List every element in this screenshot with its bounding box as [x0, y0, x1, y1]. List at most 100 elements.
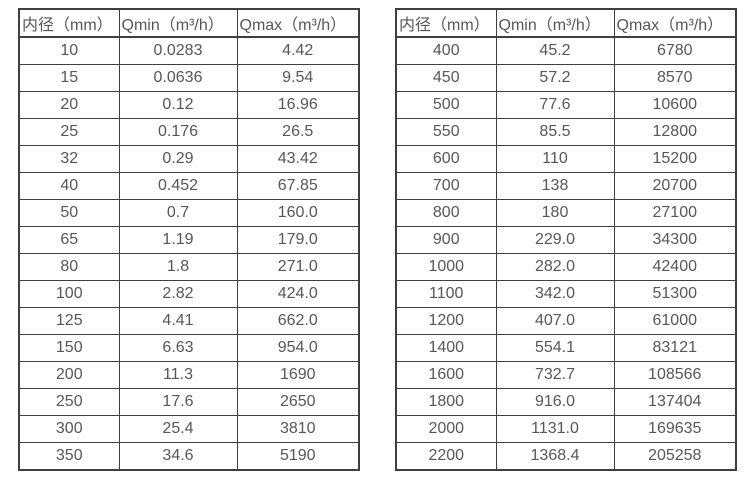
table-cell: 1131.0	[495, 415, 615, 443]
table-cell: 5190	[236, 442, 360, 471]
table-cell: 34.6	[118, 442, 238, 471]
table-cell: 1100	[395, 280, 497, 308]
table-row: 10 0.0283 4.42	[18, 36, 360, 65]
table-row: 125 4.41 662.0	[18, 307, 360, 335]
table-cell: 0.176	[118, 118, 238, 146]
table-cell: 4.41	[118, 307, 238, 335]
table-row: 1800 916.0 137404	[395, 388, 737, 416]
table-body: 10 0.0283 4.42 15 0.0636 9.54 20 0.12 16.96 25 0.1…	[18, 36, 360, 471]
table-cell: 1000	[395, 253, 497, 281]
table-cell: 67.85	[236, 172, 360, 200]
table-cell: 11.3	[118, 361, 238, 389]
column-header: Qmin（m³/h）	[495, 8, 615, 38]
table-cell: 900	[395, 226, 497, 254]
table-cell: 80	[18, 253, 120, 281]
table-row: 250 17.6 2650	[18, 388, 360, 416]
table-row: 900 229.0 34300	[395, 226, 737, 254]
table-cell: 954.0	[236, 334, 360, 362]
table-row: 40 0.452 67.85	[18, 172, 360, 200]
table-body: 400 45.2 6780 450 57.2 8570 500 77.6 10600 550 85.…	[395, 36, 737, 471]
table-row: 2200 1368.4 205258	[395, 442, 737, 471]
table-row: 400 45.2 6780	[395, 36, 737, 65]
table-cell: 77.6	[495, 91, 615, 119]
table-cell: 2650	[236, 388, 360, 416]
table-cell: 282.0	[495, 253, 615, 281]
table-cell: 34300	[613, 226, 737, 254]
table-row: 100 2.82 424.0	[18, 280, 360, 308]
table-cell: 50	[18, 199, 120, 227]
table-cell: 700	[395, 172, 497, 200]
column-header: Qmax（m³/h）	[613, 8, 737, 38]
table-cell: 3810	[236, 415, 360, 443]
table-row: 2000 1131.0 169635	[395, 415, 737, 443]
table-row: 800 180 27100	[395, 199, 737, 227]
table-cell: 51300	[613, 280, 737, 308]
table-cell: 554.1	[495, 334, 615, 362]
table-cell: 0.7	[118, 199, 238, 227]
table-cell: 1400	[395, 334, 497, 362]
table-cell: 100	[18, 280, 120, 308]
table-cell: 662.0	[236, 307, 360, 335]
header-row: 内径（mm） Qmin（m³/h） Qmax（m³/h）	[18, 8, 360, 38]
table-cell: 200	[18, 361, 120, 389]
table-cell: 600	[395, 145, 497, 173]
table-cell: 27100	[613, 199, 737, 227]
table-cell: 550	[395, 118, 497, 146]
table-cell: 57.2	[495, 64, 615, 92]
column-header: Qmin（m³/h）	[118, 8, 238, 38]
table-cell: 732.7	[495, 361, 615, 389]
table-cell: 2.82	[118, 280, 238, 308]
table-cell: 26.5	[236, 118, 360, 146]
table-cell: 0.452	[118, 172, 238, 200]
table-cell: 0.12	[118, 91, 238, 119]
table-cell: 85.5	[495, 118, 615, 146]
table-cell: 342.0	[495, 280, 615, 308]
table-cell: 1690	[236, 361, 360, 389]
table-cell: 43.42	[236, 145, 360, 173]
table-cell: 424.0	[236, 280, 360, 308]
table-row: 200 11.3 1690	[18, 361, 360, 389]
flow-table-small-diameters: 内径（mm） Qmin（m³/h） Qmax（m³/h） 10 0.0283 4.42 1…	[18, 8, 360, 471]
table-cell: 15	[18, 64, 120, 92]
table-row: 450 57.2 8570	[395, 64, 737, 92]
table-cell: 17.6	[118, 388, 238, 416]
table-cell: 10600	[613, 91, 737, 119]
table-row: 32 0.29 43.42	[18, 145, 360, 173]
column-header: 内径（mm）	[395, 8, 497, 38]
table-row: 600 110 15200	[395, 145, 737, 173]
table-cell: 138	[495, 172, 615, 200]
table-cell: 32	[18, 145, 120, 173]
table-cell: 271.0	[236, 253, 360, 281]
table-cell: 10	[18, 36, 120, 65]
flow-table-large-diameters: 内径（mm） Qmin（m³/h） Qmax（m³/h） 400 45.2 6780 45…	[395, 8, 737, 471]
table-cell: 350	[18, 442, 120, 471]
table-cell: 25.4	[118, 415, 238, 443]
table-cell: 110	[495, 145, 615, 173]
table-cell: 0.0283	[118, 36, 238, 65]
table-cell: 2200	[395, 442, 497, 471]
table-row: 20 0.12 16.96	[18, 91, 360, 119]
table-row: 15 0.0636 9.54	[18, 64, 360, 92]
table-cell: 169635	[613, 415, 737, 443]
table-row: 65 1.19 179.0	[18, 226, 360, 254]
table-cell: 40	[18, 172, 120, 200]
table-cell: 16.96	[236, 91, 360, 119]
column-header: 内径（mm）	[18, 8, 120, 38]
flow-rate-tables: 内径（mm） Qmin（m³/h） Qmax（m³/h） 10 0.0283 4.42 1…	[18, 8, 737, 471]
table-cell: 12800	[613, 118, 737, 146]
column-header: Qmax（m³/h）	[236, 8, 360, 38]
table-cell: 2000	[395, 415, 497, 443]
table-cell: 180	[495, 199, 615, 227]
table-cell: 229.0	[495, 226, 615, 254]
table-cell: 6780	[613, 36, 737, 65]
table-cell: 400	[395, 36, 497, 65]
table-cell: 1600	[395, 361, 497, 389]
table-cell: 205258	[613, 442, 737, 471]
table-cell: 45.2	[495, 36, 615, 65]
table-cell: 1800	[395, 388, 497, 416]
table-cell: 0.29	[118, 145, 238, 173]
table-cell: 916.0	[495, 388, 615, 416]
table-cell: 1200	[395, 307, 497, 335]
table-cell: 1.19	[118, 226, 238, 254]
table-row: 700 138 20700	[395, 172, 737, 200]
